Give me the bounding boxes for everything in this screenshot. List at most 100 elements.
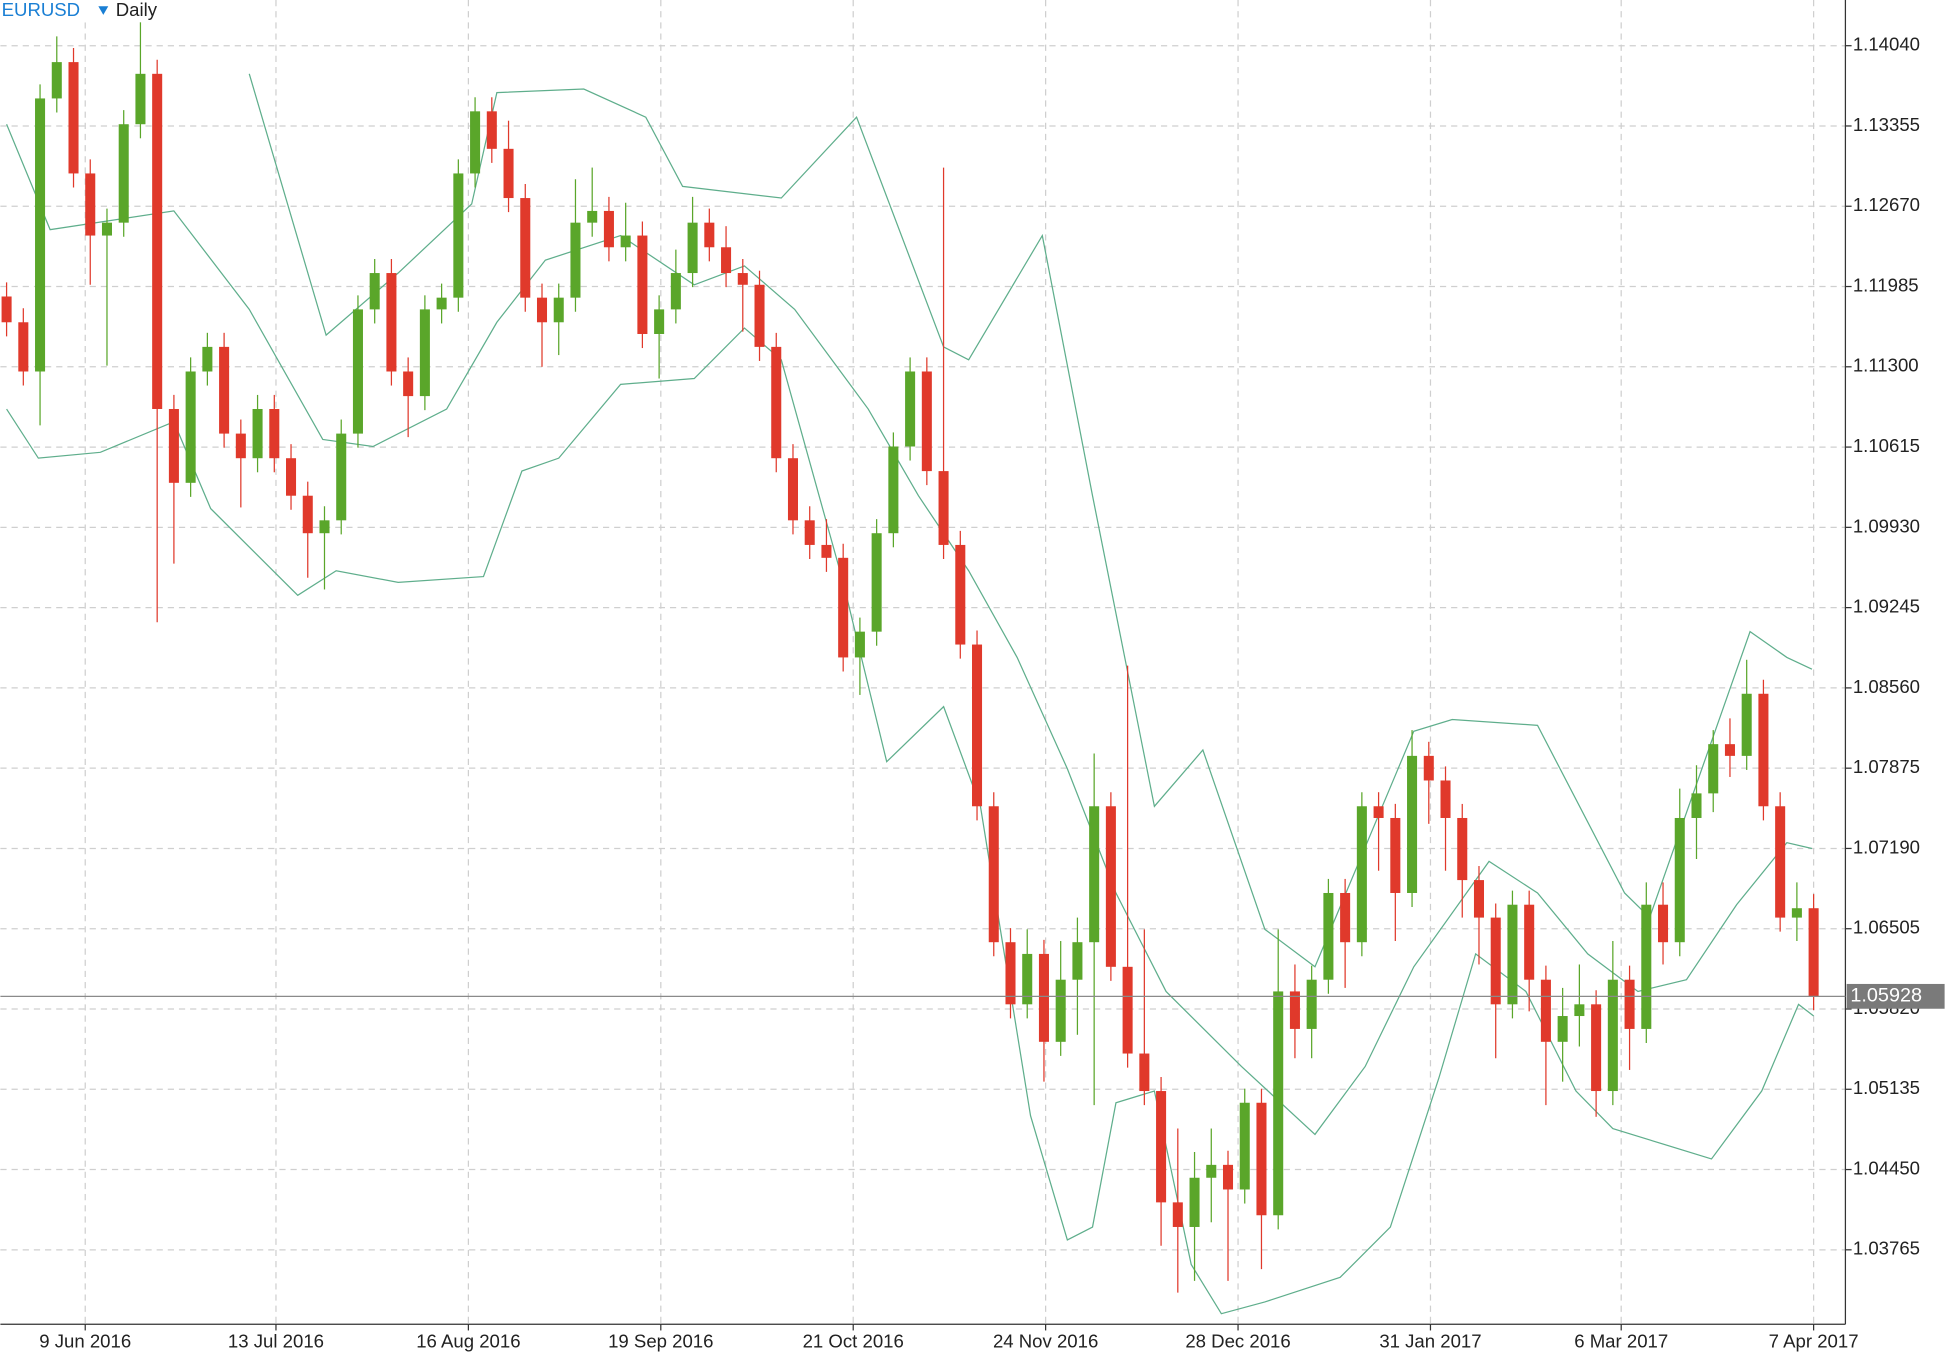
header-bg [0, 0, 170, 23]
candle-body [1691, 793, 1702, 818]
y-tick-label: 1.12670 [1853, 194, 1920, 215]
candle-body [503, 148, 514, 199]
y-tick-label: 1.05135 [1853, 1077, 1920, 1098]
candle-body [754, 284, 765, 347]
candle-body [352, 309, 363, 434]
x-tick-label: 13 Jul 2016 [228, 1331, 324, 1352]
x-tick-label: 31 Jan 2017 [1379, 1331, 1481, 1352]
candle-body [721, 247, 732, 274]
candle-body [235, 433, 246, 459]
candle-body [336, 433, 347, 521]
candle-body [670, 273, 681, 310]
candle-body [1791, 908, 1802, 918]
candle-body [787, 458, 799, 521]
candle-body [1407, 755, 1418, 893]
candle-body [520, 198, 531, 298]
candle-body [838, 557, 849, 658]
y-tick-label: 1.03765 [1853, 1238, 1920, 1259]
header: EURUSD Daily [0, 0, 170, 23]
timeframe[interactable]: Daily [116, 0, 158, 20]
candle-body [18, 322, 29, 372]
candle-body [1, 296, 12, 323]
x-tick-label: 21 Oct 2016 [803, 1331, 904, 1352]
candle-body [637, 235, 648, 334]
candle-body [620, 235, 631, 248]
candle-body [1490, 917, 1501, 1005]
y-tick-label: 1.09930 [1853, 515, 1920, 536]
candle-body [804, 520, 815, 545]
candle-body [1457, 817, 1468, 881]
candle-body [419, 309, 430, 397]
bollinger-band [6, 327, 1815, 1315]
candle-body [1808, 908, 1819, 997]
candle-body [1674, 817, 1685, 943]
candle-body [1340, 892, 1351, 943]
symbol-dropdown-arrow[interactable] [98, 6, 109, 15]
candle-body [386, 273, 397, 372]
candle-body [269, 408, 280, 459]
x-tick-label: 6 Mar 2017 [1574, 1331, 1668, 1352]
candle-body [1072, 942, 1083, 980]
grid [0, 0, 1846, 1325]
candle-body [921, 371, 932, 472]
candle-body [436, 297, 447, 310]
candle-body [1122, 966, 1133, 1054]
candle-body [905, 371, 916, 447]
candle-body [1724, 744, 1735, 756]
x-tick-label: 9 Jun 2016 [39, 1331, 131, 1352]
candle-body [486, 111, 497, 149]
symbol[interactable]: EURUSD [2, 0, 80, 20]
candle-body [553, 297, 564, 323]
candle-body [871, 533, 882, 632]
candle-body [1289, 991, 1300, 1029]
candle-body [453, 173, 464, 298]
candle-body [603, 210, 614, 248]
x-tick-label: 24 Nov 2016 [993, 1331, 1098, 1352]
candle-body [319, 520, 330, 534]
candle-body [1624, 979, 1635, 1029]
candle-body [1156, 1091, 1167, 1203]
y-tick-label: 1.09245 [1853, 596, 1920, 617]
candle-body [1741, 693, 1752, 756]
candle-body [1189, 1177, 1200, 1227]
candle-body [1658, 904, 1669, 943]
candle-body [101, 222, 112, 236]
y-tick-label: 1.11300 [1853, 355, 1919, 376]
candles [1, 21, 1819, 1293]
y-tick-label: 1.06505 [1853, 917, 1920, 938]
x-tick-label: 16 Aug 2016 [416, 1331, 520, 1352]
candle-body [1239, 1102, 1250, 1190]
candle-body [168, 408, 179, 483]
candle-body [1256, 1102, 1267, 1216]
candle-body [1273, 991, 1284, 1216]
candle-body [68, 62, 79, 174]
candle-body [185, 371, 196, 483]
candle-body [854, 631, 865, 658]
last-price-label: 1.05928 [1850, 985, 1922, 1007]
candle-body [1306, 979, 1317, 1029]
candle-body [654, 309, 665, 334]
candle-body [1089, 806, 1100, 943]
candle-body [1206, 1164, 1217, 1178]
y-tick-label: 1.04450 [1853, 1157, 1920, 1178]
candle-body [737, 273, 748, 285]
candle-body [988, 806, 999, 943]
candle-body [286, 458, 297, 496]
candle-body [1356, 806, 1367, 943]
candle-body [1708, 744, 1719, 794]
last-price-box [1846, 983, 1945, 1009]
candle-body [570, 222, 581, 298]
candle-body [704, 222, 715, 248]
candle-body [85, 173, 96, 236]
candle-body [1758, 693, 1769, 807]
candle-body [135, 73, 146, 125]
candle-body [888, 446, 899, 534]
y-tick-label: 1.14040 [1853, 34, 1920, 55]
candle-body [470, 111, 481, 174]
x-tick-label: 19 Sep 2016 [608, 1331, 713, 1352]
candle-body [938, 471, 949, 545]
candle-body [1172, 1202, 1183, 1227]
